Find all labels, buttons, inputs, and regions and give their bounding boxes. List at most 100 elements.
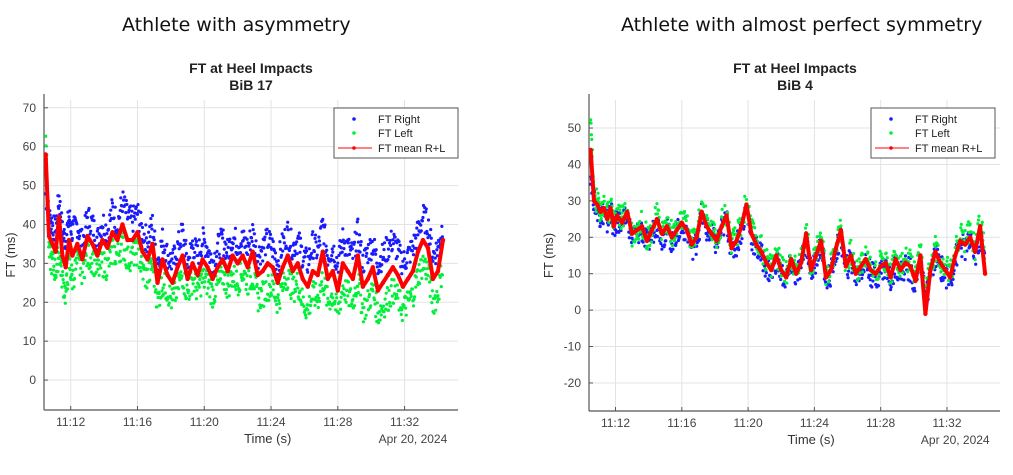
ft-left-point	[752, 221, 756, 225]
ft-left-point	[134, 251, 138, 256]
ft-right-point	[181, 228, 185, 232]
ft-right-point	[80, 227, 84, 231]
ft-right-point	[668, 247, 672, 251]
ft-left-point	[148, 278, 152, 282]
ft-right-point	[424, 207, 428, 211]
ft-mean-point	[230, 253, 235, 258]
ft-right-point	[233, 226, 238, 230]
ft-left-point	[387, 300, 392, 305]
ft-left-point	[706, 216, 710, 220]
ft-right-point	[65, 233, 69, 237]
ft-mean-point	[689, 242, 694, 247]
ft-right-point	[433, 256, 437, 260]
ft-right-point	[779, 277, 783, 282]
ft-right-point	[761, 269, 765, 273]
ft-left-point	[377, 310, 382, 314]
ft-left-point	[71, 268, 75, 272]
ft-mean-point	[145, 257, 150, 262]
plot-area	[589, 118, 988, 316]
ft-right-point	[121, 190, 125, 194]
ft-right-point	[143, 239, 147, 243]
ft-right-point	[354, 249, 358, 253]
ft-left-point	[949, 258, 953, 262]
ft-right-point	[88, 232, 92, 236]
ft-left-point	[65, 272, 69, 276]
y-tick-label: 50	[568, 121, 582, 135]
ft-right-point	[882, 276, 887, 280]
ft-left-point	[764, 268, 768, 272]
ft-left-point	[331, 296, 335, 300]
ft-mean-point	[903, 260, 908, 265]
ft-left-point	[402, 303, 406, 308]
ft-right-point	[351, 256, 355, 260]
series-ft-left	[44, 134, 445, 325]
ft-left-point	[317, 299, 322, 303]
ft-left-point	[123, 258, 127, 262]
ft-left-point	[409, 292, 413, 296]
legend: FT Right FT Left FT mean R+L	[333, 107, 459, 159]
ft-left-point	[139, 269, 143, 273]
ft-right-point	[286, 220, 290, 224]
ft-mean-point	[105, 245, 110, 251]
ft-mean-point	[589, 147, 593, 153]
ft-right-point	[290, 257, 294, 261]
ft-left-point	[292, 299, 297, 304]
ft-left-point	[108, 250, 112, 254]
ft-left-point	[744, 198, 749, 202]
ft-right-point	[113, 205, 117, 209]
ft-left-point	[277, 301, 281, 306]
ft-left-point	[299, 300, 303, 304]
ft-right-point	[131, 204, 136, 208]
ft-mean-point	[883, 260, 888, 265]
x-axis-label: Time (s)	[244, 431, 291, 446]
ft-right-point	[370, 239, 374, 244]
ft-mean-point	[205, 265, 210, 270]
ft-left-point	[258, 306, 263, 310]
ft-mean-point	[749, 231, 754, 236]
ft-right-point	[346, 241, 350, 245]
ft-mean-point	[250, 249, 255, 254]
ft-left-point	[908, 248, 912, 252]
ft-right-point	[389, 229, 393, 233]
ft-left-point	[306, 308, 310, 312]
ft-left-point	[976, 218, 981, 222]
ft-right-point	[188, 256, 192, 260]
ft-right-point	[194, 239, 199, 244]
ft-left-point	[682, 209, 687, 214]
ft-mean-point	[848, 253, 854, 258]
ft-left-point	[623, 201, 627, 206]
ft-right-point	[60, 211, 64, 215]
ft-right-point	[393, 235, 397, 239]
ft-left-point	[664, 221, 668, 225]
ft-left-point	[194, 297, 199, 301]
legend-entry-label: FT mean R+L	[378, 143, 445, 155]
ft-right-point	[598, 224, 602, 229]
ft-left-point	[109, 261, 113, 265]
ft-right-point	[664, 239, 668, 243]
ft-mean-point	[684, 227, 689, 233]
ft-left-point	[278, 306, 282, 311]
ft-left-point	[372, 298, 377, 302]
ft-left-point	[320, 280, 324, 284]
ft-left-point	[294, 279, 298, 283]
ft-right-point	[889, 285, 893, 289]
ft-right-point	[416, 233, 420, 237]
ft-left-point	[826, 264, 830, 269]
ft-mean-point	[704, 224, 709, 229]
ft-right-point	[273, 257, 277, 261]
ft-left-point	[669, 218, 673, 222]
ft-right-point	[835, 256, 839, 261]
ft-left-point	[873, 263, 877, 268]
ft-left-point	[382, 310, 386, 314]
ft-mean-point	[744, 202, 749, 207]
ft-mean-point	[649, 227, 655, 233]
ft-right-point	[78, 234, 82, 238]
ft-mean-point	[923, 311, 928, 316]
ft-left-point	[70, 263, 74, 267]
ft-right-point	[202, 237, 206, 242]
ft-left-point	[363, 317, 367, 321]
ft-left-point	[421, 254, 425, 258]
ft-left-point	[389, 304, 393, 308]
ft-mean-point	[958, 238, 963, 244]
ft-right-point	[147, 230, 151, 234]
